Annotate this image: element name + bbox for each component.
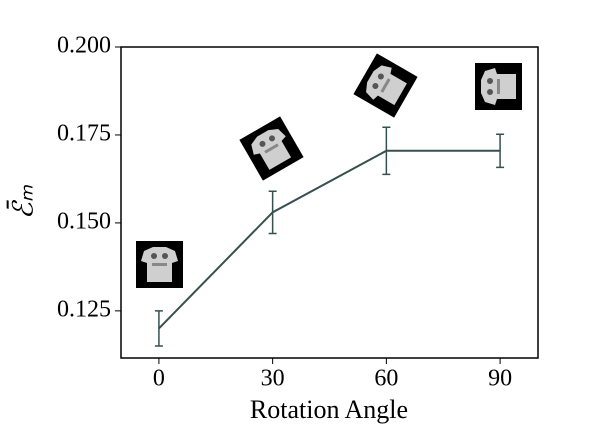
y-tick-label: 0.125 <box>57 296 111 322</box>
y-axis-label: ℰ̄ₘ <box>6 184 39 219</box>
x-tick-label: 0 <box>153 366 165 392</box>
error-bar <box>154 310 163 347</box>
thumbnail <box>239 116 304 181</box>
line <box>158 149 501 330</box>
thumbnail <box>353 53 418 118</box>
error-bar <box>268 190 277 235</box>
thumbnail <box>136 241 183 288</box>
error-bar <box>496 133 505 169</box>
thumbnail <box>475 63 522 110</box>
y-tick-label: 0.200 <box>57 33 111 59</box>
x-axis-label: Rotation Angle <box>250 395 408 424</box>
x-tick-label: 30 <box>261 366 285 392</box>
plot-frame <box>120 46 539 359</box>
error-bar <box>382 126 391 176</box>
y-tick-label: 0.150 <box>57 208 111 234</box>
y-tick-label: 0.175 <box>57 120 111 146</box>
x-tick-label: 60 <box>374 366 398 392</box>
x-tick-label: 90 <box>488 366 512 392</box>
